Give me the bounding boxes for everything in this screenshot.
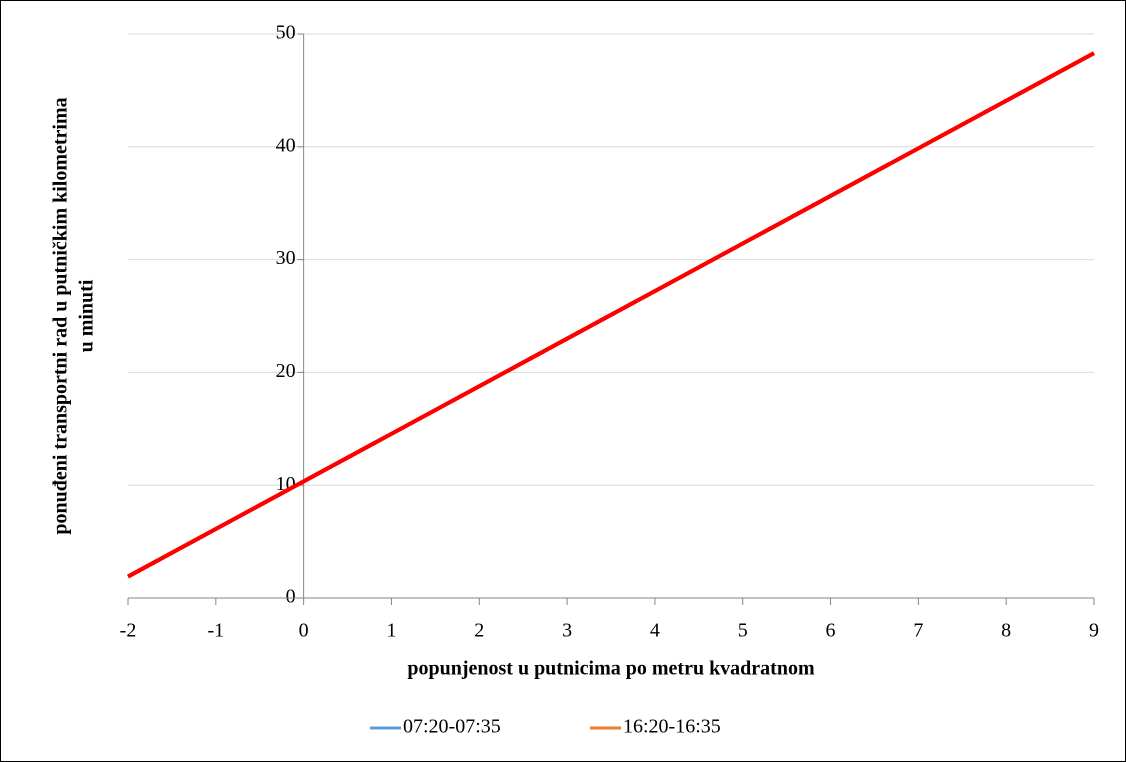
x-tick-label: -1 bbox=[207, 620, 224, 642]
y-tick-label: 30 bbox=[276, 247, 296, 269]
x-tick-label: 9 bbox=[1089, 620, 1099, 642]
y-tick-label: 40 bbox=[276, 134, 296, 156]
x-tick-label: 6 bbox=[826, 620, 836, 642]
y-tick-label: 0 bbox=[286, 586, 296, 608]
x-tick-label: 4 bbox=[650, 620, 660, 642]
y-axis-title: ponuđeni transportni rad u putničkim kil… bbox=[50, 97, 72, 534]
x-tick-label: 0 bbox=[299, 620, 309, 642]
x-tick-label: 2 bbox=[474, 620, 484, 642]
data-line bbox=[127, 51, 1095, 579]
x-tick-label: 5 bbox=[738, 620, 748, 642]
x-tick-label: 1 bbox=[386, 620, 396, 642]
y-tick-label: 50 bbox=[276, 22, 296, 44]
y-axis-title: u minuti bbox=[76, 279, 98, 352]
legend-label: 07:20-07:35 bbox=[403, 716, 501, 738]
legend-label: 16:20-16:35 bbox=[623, 716, 721, 738]
x-tick-label: 3 bbox=[562, 620, 572, 642]
x-axis-title: popunjenost u putnicima po metru kvadrat… bbox=[407, 658, 815, 680]
x-tick-label: 8 bbox=[1001, 620, 1011, 642]
x-tick-label: -2 bbox=[120, 620, 137, 642]
x-tick-label: 7 bbox=[913, 620, 923, 642]
y-tick-label: 20 bbox=[276, 360, 296, 382]
